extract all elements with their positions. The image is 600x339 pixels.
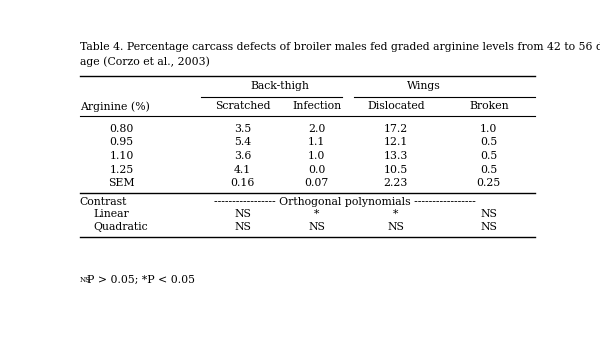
Text: *: *	[314, 209, 319, 219]
Text: Scratched: Scratched	[215, 101, 270, 112]
Text: Back-thigh: Back-thigh	[250, 81, 309, 91]
Text: NS: NS	[481, 209, 497, 219]
Text: NS: NS	[80, 276, 91, 283]
Text: NS: NS	[308, 222, 325, 232]
Text: 3.6: 3.6	[234, 151, 251, 161]
Text: NS: NS	[481, 222, 497, 232]
Text: 1.1: 1.1	[308, 138, 325, 147]
Text: 0.80: 0.80	[109, 124, 134, 134]
Text: 3.5: 3.5	[234, 124, 251, 134]
Text: 5.4: 5.4	[234, 138, 251, 147]
Text: P > 0.05; *P < 0.05: P > 0.05; *P < 0.05	[87, 275, 195, 284]
Text: 0.16: 0.16	[230, 178, 254, 188]
Text: Dislocated: Dislocated	[367, 101, 425, 112]
Text: Arginine (%): Arginine (%)	[80, 101, 149, 112]
Text: 1.25: 1.25	[109, 165, 134, 175]
Text: 1.10: 1.10	[109, 151, 134, 161]
Text: 0.07: 0.07	[305, 178, 329, 188]
Text: 17.2: 17.2	[384, 124, 408, 134]
Text: Wings: Wings	[407, 81, 440, 91]
Text: 2.23: 2.23	[383, 178, 408, 188]
Text: age (Corzo et al., 2003): age (Corzo et al., 2003)	[80, 56, 209, 67]
Text: NS: NS	[234, 222, 251, 232]
Text: 1.0: 1.0	[480, 124, 497, 134]
Text: Contrast: Contrast	[80, 197, 127, 207]
Text: 1.0: 1.0	[308, 151, 325, 161]
Text: SEM: SEM	[108, 178, 135, 188]
Text: 0.5: 0.5	[480, 151, 497, 161]
Text: 10.5: 10.5	[384, 165, 408, 175]
Text: 0.95: 0.95	[109, 138, 134, 147]
Text: 0.5: 0.5	[480, 165, 497, 175]
Text: 13.3: 13.3	[383, 151, 408, 161]
Text: 4.1: 4.1	[234, 165, 251, 175]
Text: *: *	[393, 209, 398, 219]
Text: NS: NS	[388, 222, 404, 232]
Text: 12.1: 12.1	[383, 138, 408, 147]
Text: Infection: Infection	[292, 101, 341, 112]
Text: Table 4. Percentage carcass defects of broiler males fed graded arginine levels : Table 4. Percentage carcass defects of b…	[80, 42, 600, 52]
Text: 0.25: 0.25	[477, 178, 501, 188]
Text: Broken: Broken	[469, 101, 509, 112]
Text: Quadratic: Quadratic	[94, 222, 148, 232]
Text: 2.0: 2.0	[308, 124, 325, 134]
Text: 0.0: 0.0	[308, 165, 325, 175]
Text: 0.5: 0.5	[480, 138, 497, 147]
Text: Linear: Linear	[94, 209, 130, 219]
Text: ----------------- Orthogonal polynomials -----------------: ----------------- Orthogonal polynomials…	[214, 197, 476, 207]
Text: NS: NS	[234, 209, 251, 219]
